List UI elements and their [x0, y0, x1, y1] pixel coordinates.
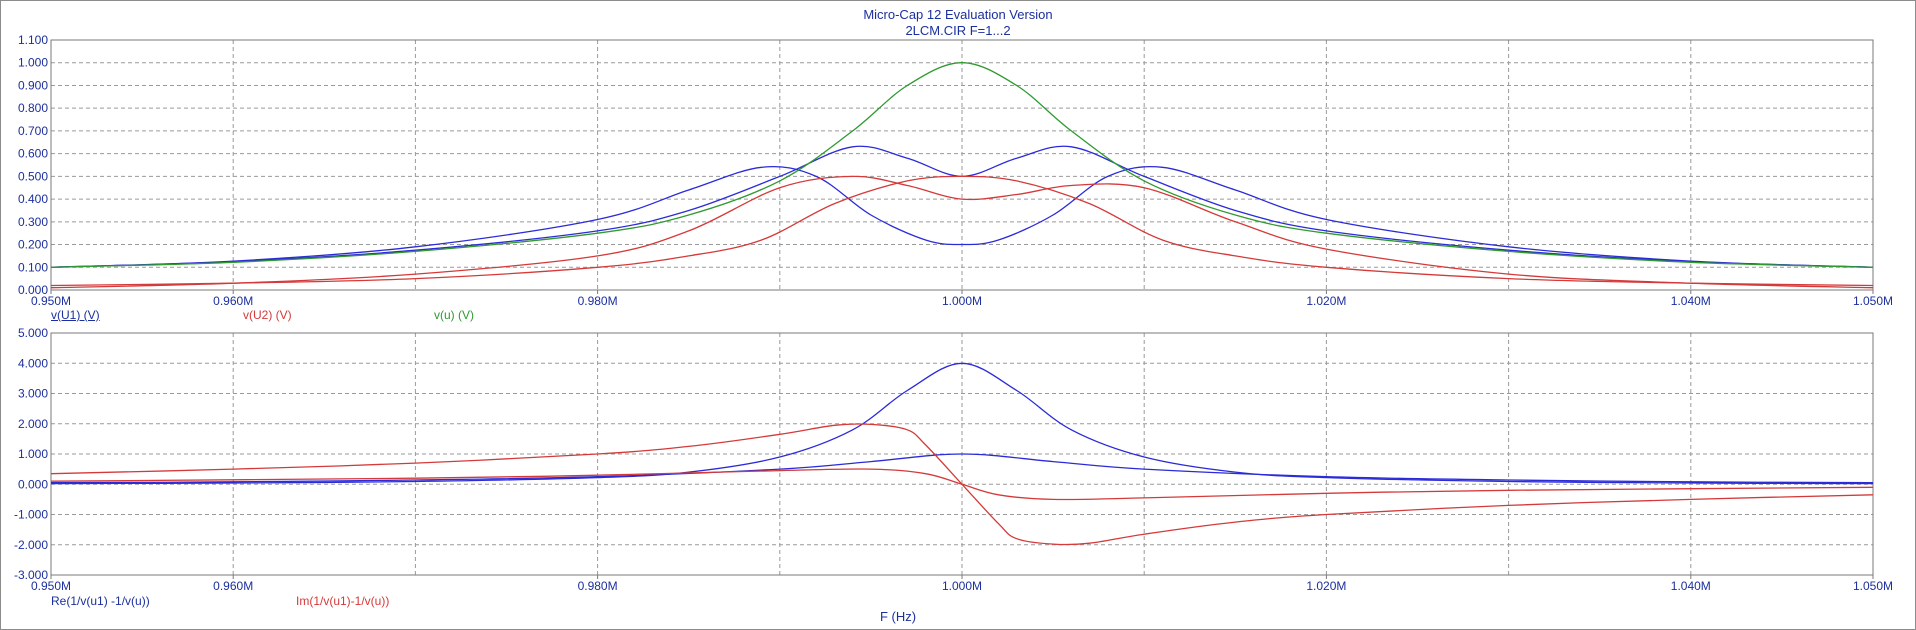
y-tick-label: 0.300: [18, 215, 48, 229]
bottom-impedance-chart: -3.000 -2.000 -1.000 0.000 1.000 2.000 3.000 4.…: [14, 326, 1893, 593]
x-tick-label: 0.980M: [578, 294, 618, 308]
x-tick-label: 1.040M: [1671, 294, 1711, 308]
y-tick-label: 0.700: [18, 124, 48, 138]
y-tick-label: 0.900: [18, 78, 48, 92]
x-tick-label: 0.950M: [31, 294, 71, 308]
series-line: [50, 175, 1874, 289]
y-tick-label: 0.800: [18, 101, 48, 115]
y-tick-label: 4.000: [18, 356, 48, 370]
window-title: Micro-Cap 12 Evaluation Version: [863, 7, 1053, 22]
legend-vu1[interactable]: v(U1) (V): [51, 308, 100, 322]
series-line: [50, 62, 1874, 268]
x-tick-label: 1.050M: [1853, 294, 1893, 308]
series-line: [50, 165, 1874, 268]
legend-imag-part[interactable]: Im(1/v(u1)-1/v(u)): [296, 594, 390, 608]
x-tick-label: 1.050M: [1853, 579, 1893, 593]
x-axis-label: F (Hz): [879, 609, 917, 624]
x-tick-label: 1.000M: [942, 294, 982, 308]
y-tick-label: 0.200: [18, 238, 48, 252]
y-tick-label: -1.000: [14, 508, 48, 522]
x-tick-label: 1.020M: [1306, 579, 1346, 593]
y-tick-label: 0.600: [18, 147, 48, 161]
x-tick-label: 0.950M: [31, 579, 71, 593]
x-tick-label: 1.040M: [1671, 579, 1711, 593]
y-tick-label: 0.000: [18, 283, 48, 297]
x-tick-label: 0.980M: [578, 579, 618, 593]
y-tick-label: 1.000: [18, 447, 48, 461]
legend-vu2[interactable]: v(U2) (V): [243, 308, 292, 322]
x-tick-label: 1.000M: [942, 579, 982, 593]
y-tick-label: 0.400: [18, 192, 48, 206]
y-tick-label: 0.100: [18, 260, 48, 274]
y-tick-label: 5.000: [18, 326, 48, 340]
y-tick-label: 0.000: [18, 477, 48, 491]
y-tick-label: 1.000: [18, 56, 48, 70]
top-voltage-chart: 0.000 0.100 0.200 0.300 0.400 0.500 0.600 0.700…: [18, 33, 1893, 308]
y-tick-label: -2.000: [14, 538, 48, 552]
series-line: [50, 362, 1874, 485]
y-tick-label: -3.000: [14, 568, 48, 582]
circuit-subtitle: 2LCM.CIR F=1...2: [905, 23, 1011, 38]
y-tick-label: 3.000: [18, 387, 48, 401]
x-tick-label: 1.020M: [1306, 294, 1346, 308]
x-tick-label: 0.960M: [213, 579, 253, 593]
series-line: [50, 453, 1874, 484]
series-line: [50, 175, 1874, 287]
legend-real-part[interactable]: Re(1/v(u1) -1/v(u)): [51, 594, 150, 608]
y-tick-label: 2.000: [18, 417, 48, 431]
series-line: [50, 468, 1874, 501]
legend-vu[interactable]: v(u) (V): [434, 308, 474, 322]
series-line: [50, 145, 1874, 268]
x-tick-label: 0.960M: [213, 294, 253, 308]
y-tick-label: 1.100: [18, 33, 48, 47]
y-tick-label: 0.500: [18, 169, 48, 183]
